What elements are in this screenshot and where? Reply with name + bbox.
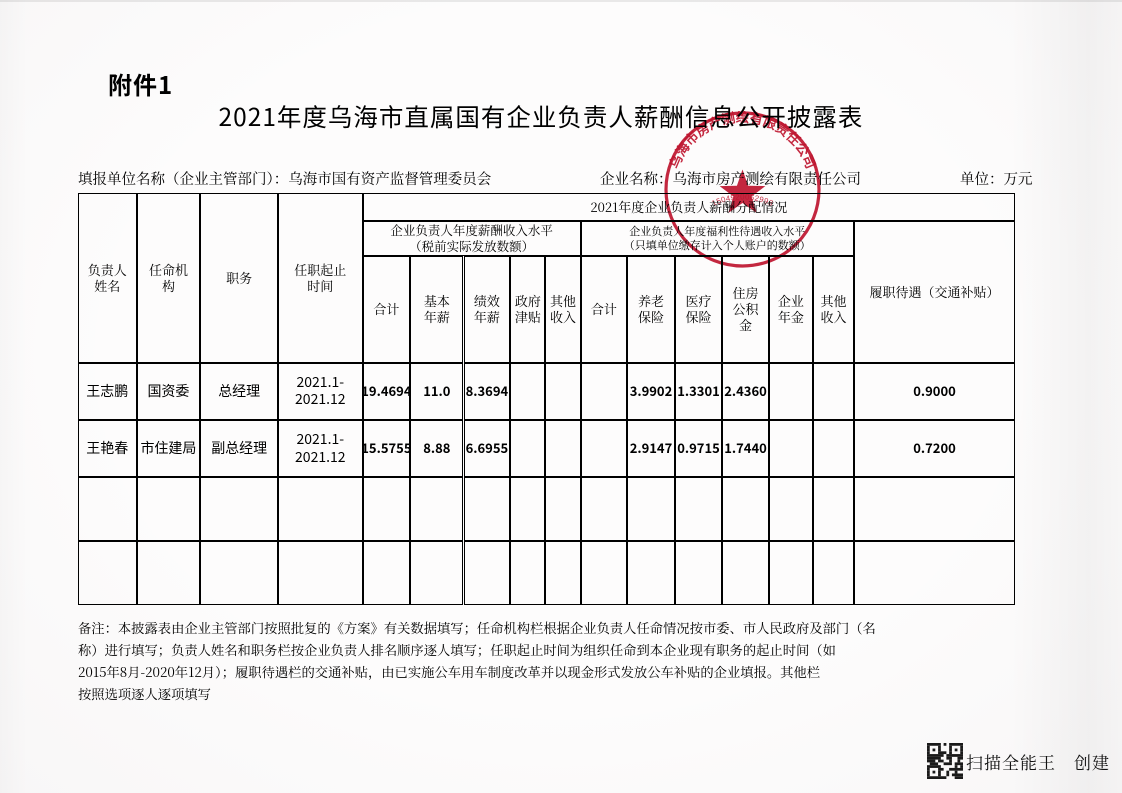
- svg-text:乌海市房产测绘有限责任公司: 乌海市房产测绘有限责任公司: [665, 111, 818, 171]
